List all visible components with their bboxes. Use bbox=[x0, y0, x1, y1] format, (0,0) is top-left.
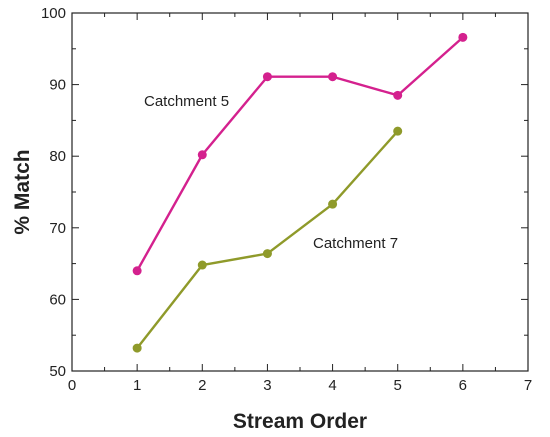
data-point bbox=[262, 72, 272, 82]
x-tick-label: 1 bbox=[133, 377, 141, 394]
data-point bbox=[262, 249, 272, 259]
y-axis-title: % Match bbox=[11, 149, 34, 234]
x-tick-label: 3 bbox=[263, 377, 271, 394]
x-axis-title: Stream Order bbox=[233, 410, 367, 433]
y-tick-label: 80 bbox=[49, 148, 66, 165]
series-label-catchment-7: Catchment 7 bbox=[313, 235, 398, 252]
plot-frame bbox=[71, 12, 529, 372]
ticks: 0 1 2 3 4 5 6 7 50 60 70 80 90 100 bbox=[41, 5, 532, 394]
x-tick-label: 5 bbox=[394, 377, 402, 394]
y-tick-label: 50 bbox=[49, 363, 66, 380]
data-point bbox=[393, 126, 403, 136]
y-tick-label: 90 bbox=[49, 77, 66, 94]
x-tick-label: 6 bbox=[459, 377, 467, 394]
data-point bbox=[132, 266, 142, 276]
data-point bbox=[197, 260, 207, 270]
data-point bbox=[328, 72, 338, 82]
data-point bbox=[197, 150, 207, 160]
data-point bbox=[458, 32, 468, 42]
data-point bbox=[132, 343, 142, 353]
y-tick-label: 70 bbox=[49, 220, 66, 237]
x-tick-label: 2 bbox=[198, 377, 206, 394]
x-tick-label: 4 bbox=[328, 377, 336, 394]
data-point bbox=[393, 90, 403, 100]
y-tick-label: 100 bbox=[41, 5, 66, 22]
series-label-catchment-5: Catchment 5 bbox=[144, 93, 229, 110]
x-tick-label: 7 bbox=[524, 377, 532, 394]
series-layer bbox=[132, 32, 468, 353]
y-tick-label: 60 bbox=[49, 291, 66, 308]
x-tick-label: 0 bbox=[68, 377, 76, 394]
data-point bbox=[328, 199, 338, 209]
series-line-0 bbox=[136, 36, 464, 272]
